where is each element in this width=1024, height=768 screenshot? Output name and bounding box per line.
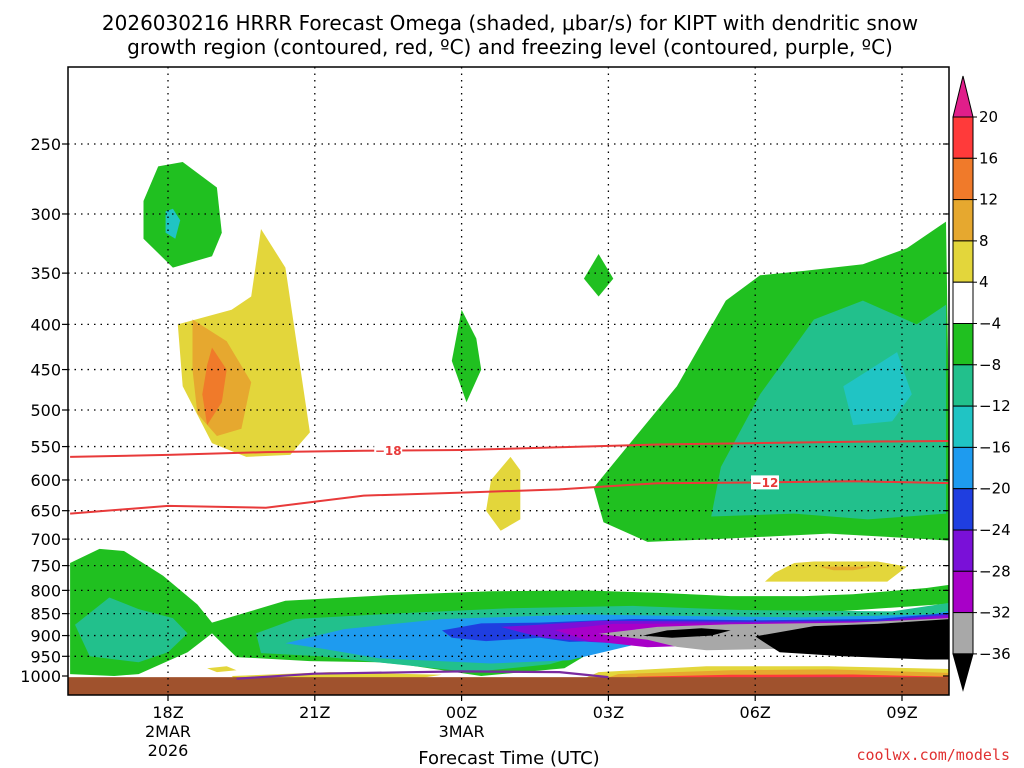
freezing-level-contour (236, 670, 609, 680)
y-tick-label: 800 (30, 581, 61, 600)
y-tick-label: 350 (30, 264, 61, 283)
contour-layer: −18 −12 (70, 440, 949, 680)
y-tick-label: 250 (30, 135, 61, 154)
colorbar-label: −8 (979, 356, 1001, 374)
dgz-label-bg-0 (374, 443, 403, 458)
ground-layer (68, 677, 949, 695)
y-tick-label: 950 (30, 647, 61, 666)
omega-region-10 (843, 352, 912, 426)
colorbar-label: 4 (979, 273, 989, 291)
colorbar-label: 8 (979, 232, 989, 250)
omega-region-11 (765, 561, 907, 582)
omega-region-1 (165, 208, 181, 239)
colorbar-bin-4 (952, 281, 974, 325)
colorbar-label: −12 (979, 397, 1011, 415)
colorbar-bin-7 (952, 405, 974, 448)
colorbar-label: −20 (979, 480, 1011, 498)
colorbar-bin-1 (952, 157, 974, 201)
omega-region-7 (486, 456, 521, 531)
chart-title-line1: 2026030216 HRRR Forecast Omega (shaded, … (102, 11, 918, 35)
x-tick-label: 3MAR (439, 722, 485, 741)
y-tick-label: 900 (30, 627, 61, 646)
colorbar-bin-2 (952, 199, 974, 242)
omega-region-21 (755, 619, 949, 660)
y-tick-label: 300 (30, 205, 61, 224)
colorbar-label: −16 (979, 438, 1011, 456)
x-tick-label: 00Z (446, 703, 477, 722)
x-tick-label: 2MAR (145, 722, 191, 741)
colorbar-label: −4 (979, 315, 1001, 333)
dgz-contour-label: −12 (752, 476, 779, 490)
colorbar-bin-12 (952, 612, 974, 655)
colorbar-bin-6 (952, 364, 974, 407)
x-tick-label: 21Z (299, 703, 330, 722)
x-tick-label: 06Z (740, 703, 771, 722)
credit-text[interactable]: coolwx.com/models (856, 746, 1010, 764)
omega-region-0 (143, 162, 222, 268)
x-tick-label: 2026 (148, 741, 189, 760)
colorbar-bin-0 (952, 116, 974, 159)
y-tick-label: 500 (30, 401, 61, 420)
colorbar-label: 12 (979, 191, 998, 209)
x-tick-label: 09Z (886, 703, 917, 722)
colorbar-overflow-high (952, 75, 974, 118)
omega-region-4 (202, 347, 227, 426)
colorbar-bin-10 (952, 529, 974, 572)
colorbar: 20 16 12 8 4 −4 −8 −12 −16 −20 −24 −28 −32 −36 (952, 75, 1011, 692)
plot-frame (67, 66, 950, 696)
x-axis-label: Forecast Time (UTC) (418, 748, 599, 768)
pressure-axis: 250 300 350 400 450 500 550 600 650 700 750 800 850 9… (20, 135, 949, 686)
omega-region-22 (642, 628, 731, 638)
omega-region-6 (583, 254, 614, 297)
ground-fill (68, 677, 949, 695)
omega-region-12 (818, 566, 873, 571)
x-tick-label: 03Z (593, 703, 624, 722)
colorbar-bin-9 (952, 488, 974, 531)
y-tick-label: 600 (30, 471, 61, 490)
dgz-contour-label: −18 (375, 444, 402, 458)
colorbar-label: −36 (979, 645, 1011, 663)
colorbar-label: −28 (979, 562, 1011, 580)
y-tick-label: 850 (30, 605, 61, 624)
y-tick-label: 700 (30, 530, 61, 549)
dgz-contour-1 (70, 480, 949, 515)
y-tick-label: 650 (30, 502, 61, 521)
colorbar-label: 16 (979, 149, 998, 167)
y-tick-label: 1000 (20, 667, 61, 686)
dgz-label-bg-1 (750, 475, 779, 490)
x-tick-label: 18Z (152, 703, 183, 722)
y-tick-label: 450 (30, 361, 61, 380)
y-tick-label: 750 (30, 557, 61, 576)
dgz-contour-0 (70, 440, 949, 458)
grid-layer (68, 67, 949, 695)
colorbar-bin-3 (952, 240, 974, 283)
omega-shading-layer (70, 162, 949, 681)
colorbar-bin-11 (952, 570, 974, 614)
colorbar-label: −24 (979, 521, 1011, 539)
colorbar-label: 20 (979, 108, 998, 126)
y-tick-label: 550 (30, 438, 61, 457)
y-tick-label: 400 (30, 315, 61, 334)
colorbar-overflow-low (952, 653, 974, 692)
colorbar-bin-5 (952, 323, 974, 366)
omega-region-5 (451, 309, 482, 403)
chart-title-line2: growth region (contoured, red, ºC) and f… (127, 35, 893, 59)
colorbar-bin-8 (952, 446, 974, 490)
omega-region-14 (75, 597, 188, 663)
omega-region-23 (207, 666, 237, 673)
colorbar-label: −32 (979, 604, 1011, 622)
